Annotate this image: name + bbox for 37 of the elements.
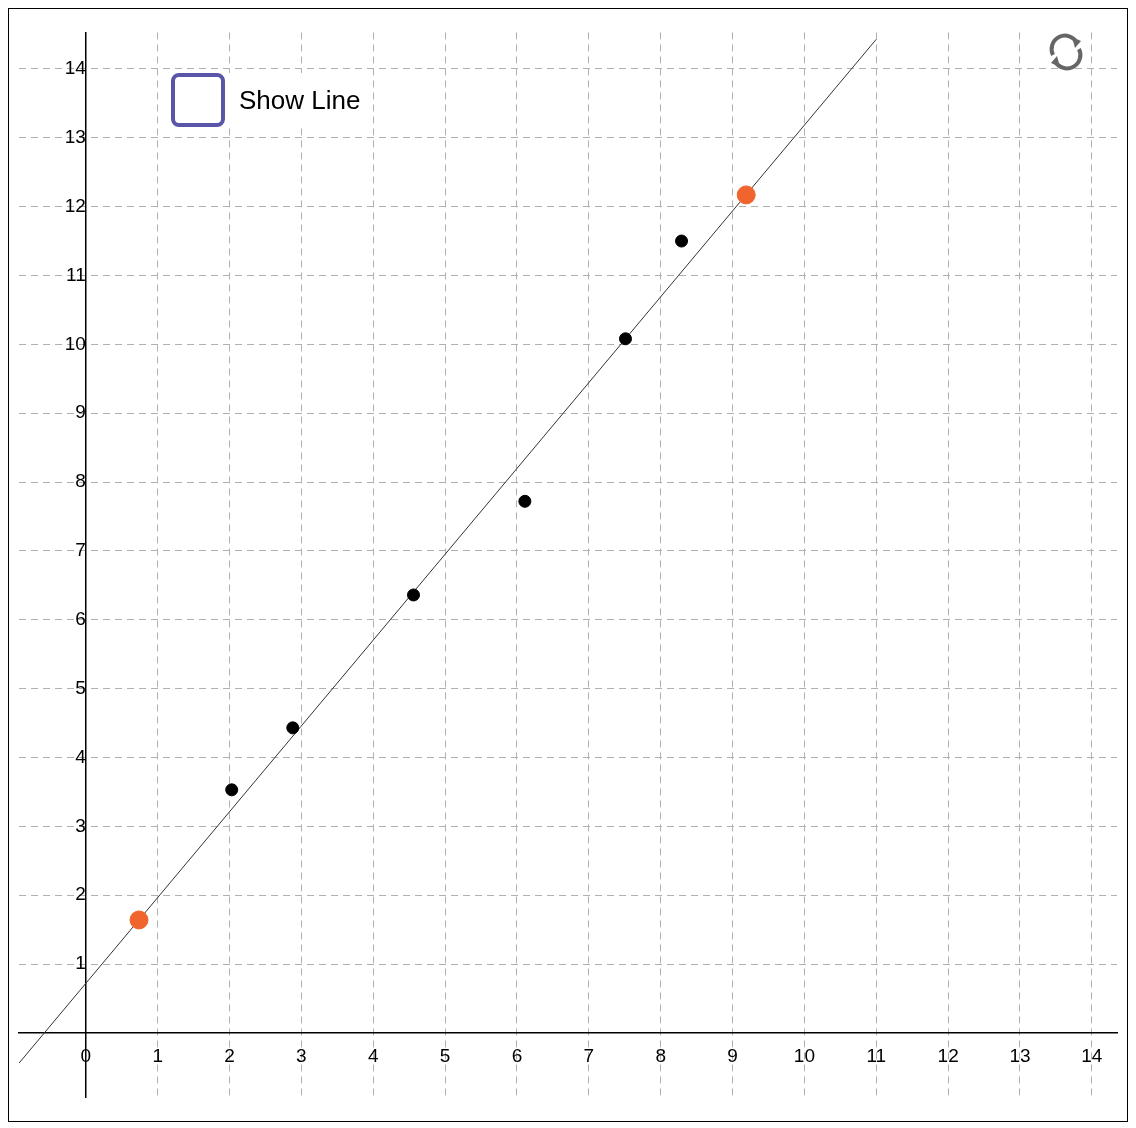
x-tick-label: 6 — [511, 1044, 523, 1066]
point — [618, 332, 632, 346]
x-tick-label: 5 — [439, 1044, 451, 1066]
y-tick-label: 7 — [75, 539, 86, 561]
annotation: Show Line — [239, 84, 361, 116]
x-tick-label: 12 — [937, 1044, 959, 1066]
y-tick-label: 3 — [75, 814, 86, 836]
x-tick-label: 1 — [152, 1044, 163, 1066]
x-tick-label: 8 — [655, 1044, 666, 1066]
y-tick-label: 10 — [64, 332, 86, 354]
point — [286, 721, 300, 735]
point — [129, 910, 149, 930]
point — [736, 185, 756, 205]
x-tick-label: 3 — [296, 1044, 307, 1066]
y-tick-label: 6 — [75, 607, 86, 629]
x-tick-label: 14 — [1081, 1044, 1103, 1066]
x-tick-label: 2 — [224, 1044, 235, 1066]
y-tick-label: 2 — [75, 883, 86, 905]
y-tick-label: 13 — [64, 125, 86, 147]
x-tick-label: 7 — [583, 1044, 595, 1066]
y-tick-label: 14 — [64, 57, 87, 79]
y-tick-label: 9 — [75, 401, 86, 423]
y-tick-label: 1 — [75, 952, 86, 974]
x-tick-label: 4 — [367, 1044, 379, 1066]
y-tick-label: 8 — [75, 470, 86, 492]
y-tick-label: 12 — [64, 194, 86, 216]
y-tick-label: 5 — [75, 676, 86, 698]
point — [675, 234, 689, 248]
y-tick-label: 11 — [66, 263, 86, 285]
x-tick-label: 9 — [727, 1044, 738, 1066]
x-tick-label: 11 — [866, 1044, 887, 1066]
point — [518, 494, 532, 508]
x-tick-label: 10 — [793, 1044, 815, 1066]
point — [407, 588, 420, 602]
y-tick-label: 4 — [75, 745, 87, 767]
point — [225, 783, 239, 797]
x-tick-label: 13 — [1009, 1044, 1031, 1066]
